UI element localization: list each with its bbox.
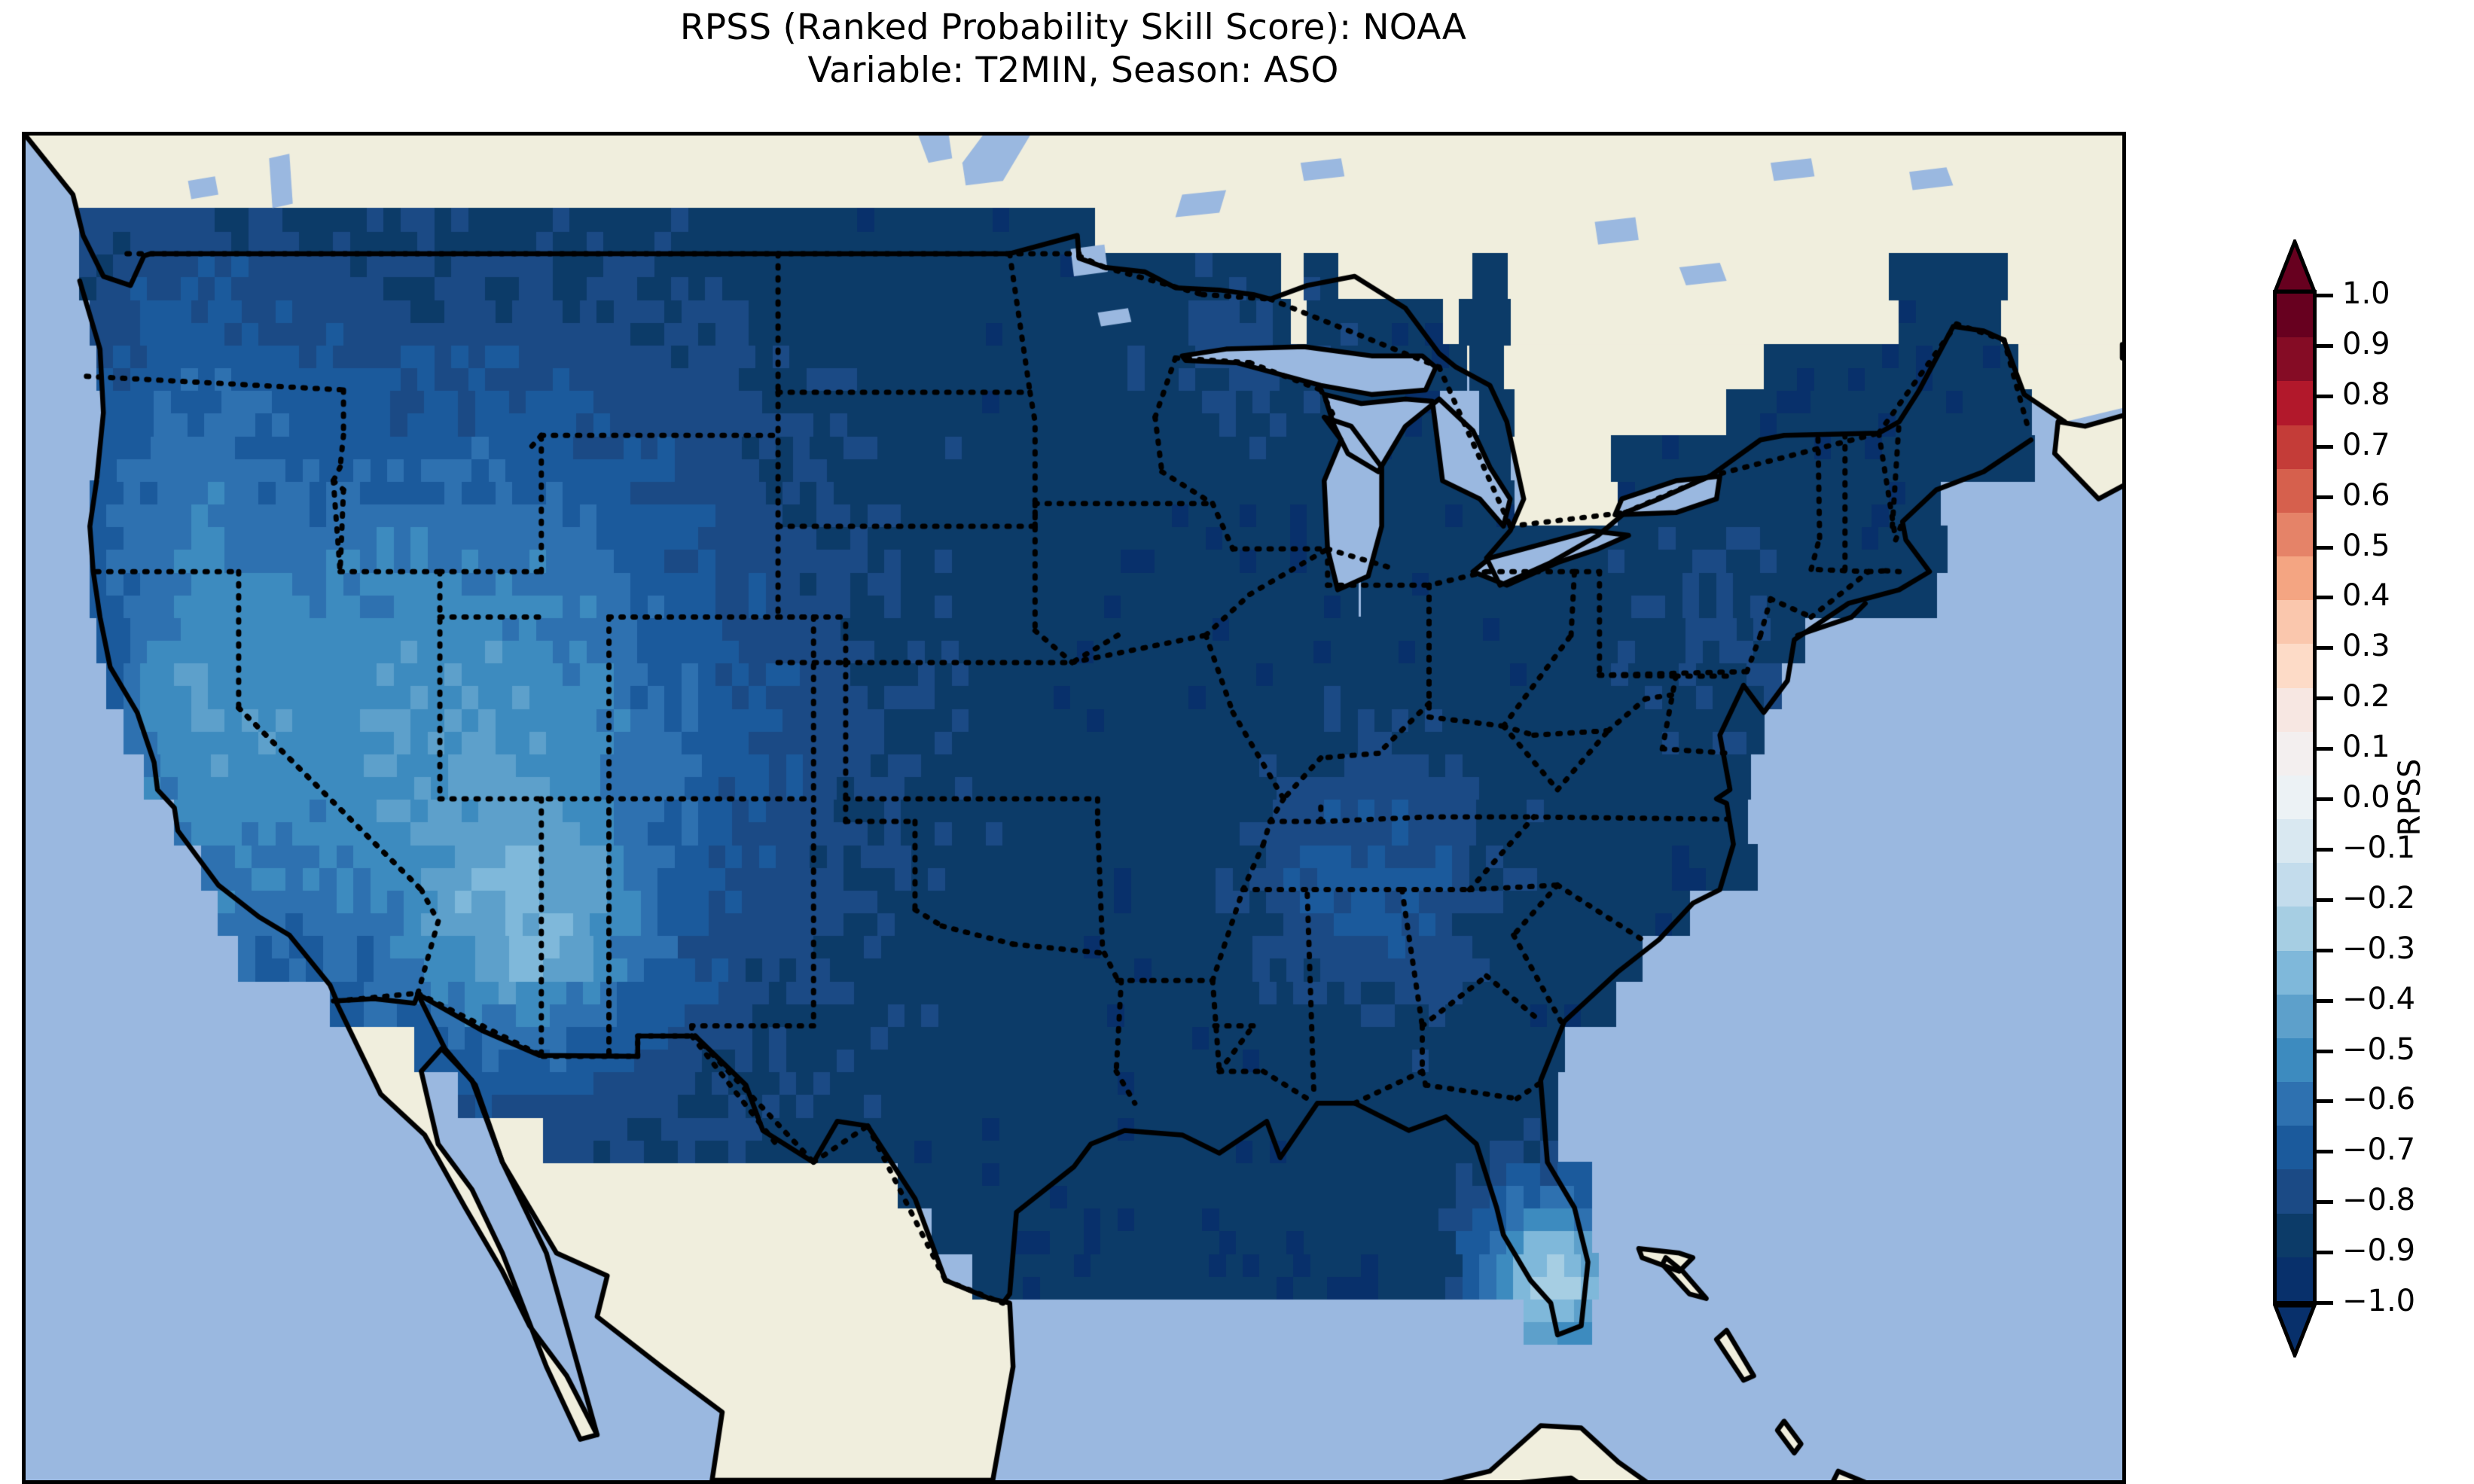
- colorbar-tick-label: 0.0: [2342, 780, 2390, 815]
- colorbar-tick-label: 0.3: [2342, 629, 2390, 664]
- colorbar-tick-label: 0.1: [2342, 730, 2390, 765]
- colorbar-tick-label: 0.5: [2342, 528, 2390, 563]
- colorbar-band: [2277, 337, 2313, 382]
- colorbar-tick-label: 0.6: [2342, 477, 2390, 513]
- colorbar-band: [2277, 425, 2313, 469]
- colorbar-band: [2277, 950, 2313, 995]
- colorbar-tick-label: −0.7: [2342, 1132, 2416, 1168]
- figure-title: RPSS (Ranked Probability Skill Score): N…: [0, 6, 2146, 93]
- colorbar-tick-label: 1.0: [2342, 276, 2390, 311]
- title-line-2: Variable: T2MIN, Season: ASO: [807, 50, 1339, 92]
- colorbar-band: [2277, 556, 2313, 601]
- colorbar-tick: [2317, 1049, 2333, 1053]
- colorbar-tick: [2317, 294, 2333, 297]
- colorbar-tick-label: −0.1: [2342, 830, 2416, 865]
- colorbar-tick: [2317, 897, 2333, 902]
- colorbar-tick: [2317, 1301, 2333, 1305]
- colorbar-band: [2277, 1082, 2313, 1126]
- colorbar-band: [2277, 1169, 2313, 1214]
- map-plot-area: [22, 132, 2126, 1484]
- colorbar-tick: [2317, 696, 2333, 701]
- colorbar-band: [2277, 381, 2313, 425]
- colorbar-tick-label: −0.6: [2342, 1082, 2416, 1117]
- colorbar-tick: [2317, 747, 2333, 751]
- colorbar-tick-label: −0.3: [2342, 931, 2416, 966]
- colorbar-tick-label: 0.8: [2342, 376, 2390, 412]
- colorbar-tick: [2317, 545, 2333, 550]
- colorbar-tick-label: −0.8: [2342, 1183, 2416, 1218]
- colorbar-tick: [2317, 797, 2333, 801]
- colorbar-band: [2277, 731, 2313, 776]
- colorbar-tick-label: −0.5: [2342, 1031, 2416, 1067]
- colorbar-tick: [2317, 1200, 2333, 1205]
- colorbar-tick: [2317, 1150, 2333, 1154]
- colorbar-tick-label: 0.2: [2342, 679, 2390, 715]
- colorbar-band: [2277, 907, 2313, 951]
- colorbar-band: [2277, 512, 2313, 557]
- colorbar-tick: [2317, 495, 2333, 499]
- colorbar-band: [2277, 600, 2313, 644]
- colorbar-tick-label: 0.7: [2342, 427, 2390, 462]
- colorbar-tick-label: −0.2: [2342, 880, 2416, 916]
- colorbar-tick: [2317, 343, 2333, 348]
- colorbar-tick-label: −0.9: [2342, 1233, 2416, 1269]
- colorbar-band: [2277, 819, 2313, 864]
- colorbar-band: [2277, 994, 2313, 1038]
- colorbar-tick-label: −1.0: [2342, 1284, 2416, 1318]
- title-line-1: RPSS (Ranked Probability Skill Score): N…: [679, 7, 1467, 48]
- colorbar-gradient: [2273, 290, 2317, 1305]
- colorbar-tick: [2317, 444, 2333, 449]
- colorbar-tick: [2317, 1099, 2333, 1104]
- colorbar-band: [2277, 775, 2313, 820]
- colorbar-extend-up-arrow: [2272, 236, 2317, 294]
- colorbar-extend-down-arrow: [2272, 1303, 2317, 1361]
- colorbar-tick: [2317, 847, 2333, 852]
- colorbar-band: [2277, 1257, 2313, 1301]
- colorbar-tick: [2317, 646, 2333, 651]
- colorbar-band: [2277, 468, 2313, 513]
- colorbar-tick: [2317, 1251, 2333, 1255]
- colorbar-band: [2277, 863, 2313, 907]
- colorbar-ticks: 1.0 0.9 0.8 0.7 0.6 0.5 0.4 0.3 0.2 0.1 0.0 −0.1 −0.…: [2317, 276, 2415, 1318]
- rpss-choropleth-map: [26, 136, 2122, 1480]
- colorbar-axis-label: RPSS: [2393, 758, 2427, 836]
- colorbar-band: [2277, 1213, 2313, 1257]
- colorbar-band: [2277, 1038, 2313, 1083]
- colorbar-tick: [2317, 596, 2333, 600]
- colorbar: 1.0 0.9 0.8 0.7 0.6 0.5 0.4 0.3 0.2 0.1 0.0 −0.1 −0.…: [2272, 236, 2415, 1361]
- colorbar-band: [2277, 644, 2313, 688]
- colorbar-tick: [2317, 998, 2333, 1003]
- colorbar-band: [2277, 1126, 2313, 1170]
- colorbar-tick: [2317, 394, 2333, 398]
- colorbar-band: [2277, 687, 2313, 732]
- colorbar-tick-label: −0.4: [2342, 981, 2416, 1016]
- colorbar-tick-label: 0.4: [2342, 578, 2390, 614]
- colorbar-band: [2277, 294, 2313, 338]
- colorbar-tick: [2317, 948, 2333, 952]
- colorbar-tick-label: 0.9: [2342, 326, 2390, 361]
